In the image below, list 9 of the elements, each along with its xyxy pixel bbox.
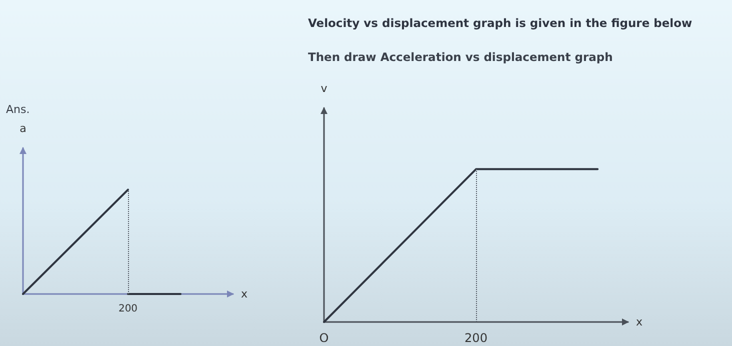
y-axis-title: a [20,122,26,135]
text: 200 [118,304,138,314]
y-axis-title: v [320,82,328,95]
chart-title: Velocity vs displacement graph is given in the figure below [308,16,693,30]
x-tick-label: O [319,331,329,345]
chart-subtitle: Then draw Acceleration vs displacement graph [308,50,613,64]
x-axis-title: x [241,288,248,300]
x-axis-title: x [636,316,643,328]
text: Ans. [6,103,30,116]
